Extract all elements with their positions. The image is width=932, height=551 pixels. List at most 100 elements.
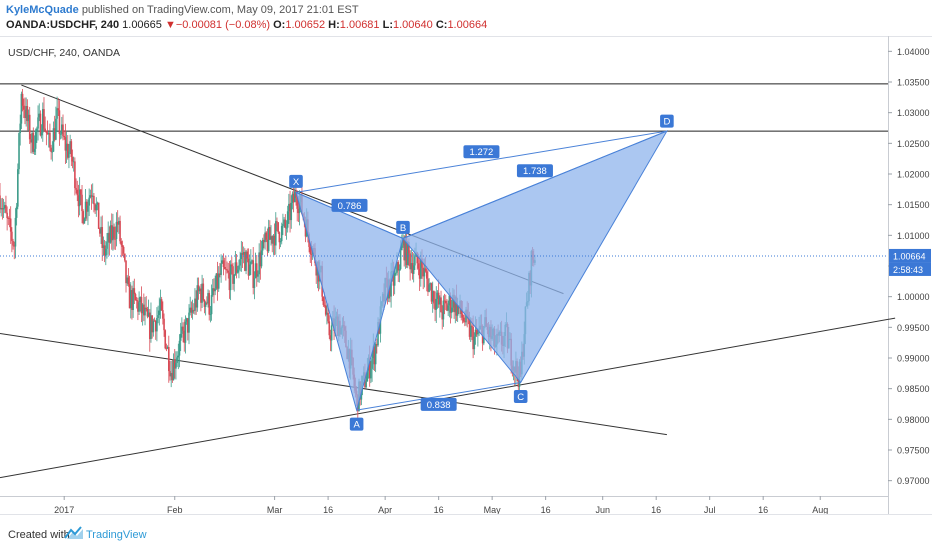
chart-area[interactable]: USD/CHF, 240, OANDA X A B C D 0.786 0.838 1.738… bbox=[0, 36, 932, 515]
candle-body bbox=[304, 222, 307, 237]
candle-body bbox=[25, 106, 27, 118]
candle-body bbox=[191, 309, 194, 313]
candle-body bbox=[236, 269, 239, 273]
candle-body bbox=[440, 297, 442, 313]
y-tick-label: 1.02500 bbox=[897, 139, 930, 149]
candle-body bbox=[433, 291, 435, 304]
candle-body bbox=[41, 109, 44, 133]
candle-body bbox=[285, 227, 288, 229]
candle-body bbox=[371, 358, 373, 369]
candle-body bbox=[0, 208, 2, 210]
pattern-point-label-bg bbox=[349, 417, 364, 431]
candle-body bbox=[96, 202, 99, 205]
candle-body bbox=[37, 117, 39, 129]
candle-body bbox=[258, 252, 260, 275]
x-tick-label: Aug bbox=[812, 505, 828, 514]
candle-body bbox=[159, 299, 162, 311]
tradingview-brand-link[interactable]: TradingView bbox=[86, 529, 147, 541]
candle-body bbox=[7, 217, 10, 219]
candle-body bbox=[366, 370, 369, 382]
candle-body bbox=[101, 227, 104, 248]
candle-body bbox=[128, 284, 131, 309]
candle-body bbox=[286, 211, 289, 228]
candle-body bbox=[194, 298, 196, 311]
y-tick-label: 0.97500 bbox=[897, 446, 930, 456]
candle-body bbox=[276, 221, 278, 223]
candle-body bbox=[36, 128, 38, 131]
candle-body bbox=[85, 201, 88, 212]
candle-body bbox=[26, 106, 29, 122]
candle-body bbox=[273, 235, 276, 246]
candle-body bbox=[45, 130, 48, 133]
candle-body bbox=[206, 302, 208, 304]
candle-body bbox=[427, 278, 429, 292]
candle-body bbox=[417, 263, 420, 269]
candle-body bbox=[184, 321, 187, 343]
x-tick-label: Feb bbox=[167, 505, 183, 514]
candle-body bbox=[232, 266, 234, 284]
candle-body bbox=[141, 304, 144, 314]
candle-body bbox=[439, 297, 441, 305]
candle-body bbox=[33, 148, 36, 152]
candle-body bbox=[176, 357, 178, 363]
candle-body bbox=[71, 157, 74, 162]
low-label: L: bbox=[382, 19, 393, 31]
symbol-info: OANDA:USDCHF, 240 1.00665 ▼−0.00081 (−0.… bbox=[6, 19, 487, 31]
candle-body bbox=[324, 305, 327, 315]
change-arrow-icon: ▼ bbox=[164, 19, 176, 31]
candle-body bbox=[150, 315, 152, 340]
close-label: C: bbox=[435, 19, 448, 31]
candle-body bbox=[12, 240, 14, 246]
candle-body bbox=[315, 263, 318, 276]
candle-body bbox=[157, 315, 159, 318]
candle-body bbox=[248, 264, 251, 276]
candle-body bbox=[3, 205, 6, 209]
tradingview-logo-icon bbox=[64, 526, 83, 539]
candle-body bbox=[183, 330, 186, 343]
candle-body bbox=[112, 226, 114, 241]
candle-body bbox=[121, 245, 124, 247]
candle-body bbox=[368, 357, 371, 379]
price-chart[interactable]: USD/CHF, 240, OANDA X A B C D 0.786 0.838 1.738… bbox=[0, 36, 932, 515]
x-tick-label: Apr bbox=[378, 505, 392, 514]
candle-body bbox=[452, 294, 454, 308]
x-tick-label: 16 bbox=[434, 505, 444, 514]
candle-body bbox=[398, 269, 401, 271]
candle-body bbox=[207, 293, 209, 304]
candle-body bbox=[198, 288, 201, 292]
candle-body bbox=[138, 302, 140, 312]
candle-body bbox=[449, 295, 452, 313]
candle-body bbox=[19, 123, 22, 134]
candle-body bbox=[209, 314, 212, 315]
candle-body bbox=[50, 147, 52, 153]
candle-body bbox=[267, 227, 270, 252]
candle-body bbox=[395, 272, 397, 274]
candle-body bbox=[34, 130, 37, 149]
candle-body bbox=[471, 325, 473, 327]
candle-body bbox=[254, 263, 257, 279]
candle-body bbox=[397, 262, 400, 271]
candle-body bbox=[430, 283, 433, 302]
candle-body bbox=[169, 371, 171, 377]
candle-body bbox=[91, 195, 94, 197]
candle-body bbox=[127, 277, 130, 285]
candle-body bbox=[469, 325, 472, 337]
candle-body bbox=[444, 300, 447, 304]
candle-body bbox=[97, 202, 100, 229]
candle-body bbox=[188, 312, 190, 333]
pattern-point-label-bg bbox=[513, 390, 528, 404]
candle-body bbox=[2, 208, 5, 210]
candle-body bbox=[125, 260, 127, 284]
y-tick-label: 1.01000 bbox=[897, 231, 930, 241]
candle-body bbox=[131, 290, 133, 310]
created-with-label: Created with bbox=[8, 529, 70, 541]
candle-body bbox=[423, 268, 426, 277]
candle-body bbox=[173, 359, 176, 369]
pattern-point-label: D bbox=[663, 117, 670, 128]
candle-body bbox=[106, 241, 108, 249]
candle-body bbox=[104, 248, 107, 256]
candle-body bbox=[225, 268, 227, 270]
candle-body bbox=[392, 270, 395, 286]
candle-body bbox=[166, 346, 169, 349]
author-link[interactable]: KyleMcQuade bbox=[6, 4, 79, 16]
